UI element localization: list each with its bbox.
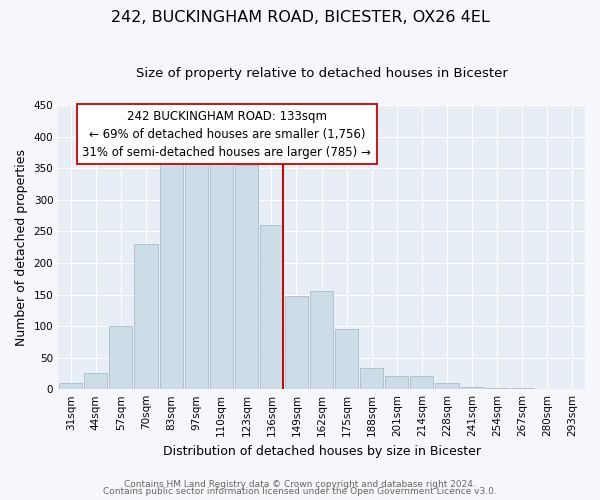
Y-axis label: Number of detached properties: Number of detached properties [15, 148, 28, 346]
Text: 242 BUCKINGHAM ROAD: 133sqm
← 69% of detached houses are smaller (1,756)
31% of : 242 BUCKINGHAM ROAD: 133sqm ← 69% of det… [82, 110, 371, 158]
Text: Contains public sector information licensed under the Open Government Licence v3: Contains public sector information licen… [103, 488, 497, 496]
Bar [59, 383, 82, 389]
Bar [209, 154, 233, 389]
Bar [536, 388, 559, 389]
Bar [235, 165, 258, 389]
Text: 242, BUCKINGHAM ROAD, BICESTER, OX26 4EL: 242, BUCKINGHAM ROAD, BICESTER, OX26 4EL [110, 10, 490, 25]
Title: Size of property relative to detached houses in Bicester: Size of property relative to detached ho… [136, 68, 508, 80]
Bar [84, 374, 107, 389]
Bar [160, 159, 182, 389]
Bar [285, 296, 308, 389]
Bar [436, 383, 458, 389]
Bar [360, 368, 383, 389]
Bar [410, 376, 433, 389]
Bar [185, 156, 208, 389]
Bar [134, 244, 158, 389]
Bar [461, 386, 484, 389]
Bar [385, 376, 409, 389]
Bar [511, 388, 534, 389]
Bar [485, 388, 509, 389]
Bar [561, 388, 584, 389]
Bar [335, 329, 358, 389]
Text: Contains HM Land Registry data © Crown copyright and database right 2024.: Contains HM Land Registry data © Crown c… [124, 480, 476, 489]
Bar [109, 326, 133, 389]
Bar [310, 292, 333, 389]
Bar [260, 225, 283, 389]
X-axis label: Distribution of detached houses by size in Bicester: Distribution of detached houses by size … [163, 444, 481, 458]
